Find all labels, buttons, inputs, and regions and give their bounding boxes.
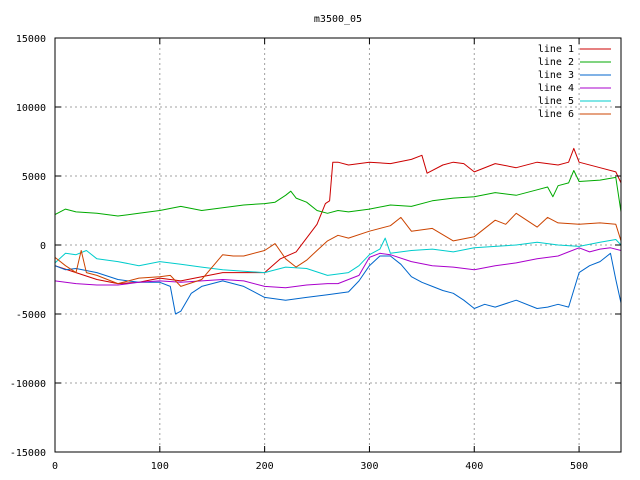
y-tick-label: -10000 bbox=[10, 379, 46, 390]
x-tick-label: 200 bbox=[256, 461, 274, 472]
series-line-6 bbox=[54, 212, 622, 287]
legend-label-2: line 2 bbox=[538, 57, 574, 68]
legend: line 1 line 2 line 3 line 4 line 5 line 6 bbox=[538, 44, 611, 120]
series-lines bbox=[54, 147, 622, 315]
y-tick-label: -15000 bbox=[10, 448, 46, 459]
x-tick-label: 0 bbox=[52, 461, 58, 472]
series-line-3 bbox=[54, 252, 622, 315]
legend-label-4: line 4 bbox=[538, 83, 574, 94]
x-tick-label: 100 bbox=[151, 461, 169, 472]
series-line-1 bbox=[54, 147, 622, 285]
legend-label-5: line 5 bbox=[538, 96, 574, 107]
y-tick-label: 0 bbox=[40, 241, 46, 252]
y-tick-label: -5000 bbox=[16, 310, 46, 321]
legend-label-3: line 3 bbox=[538, 70, 574, 81]
legend-label-6: line 6 bbox=[538, 109, 574, 120]
y-tick-label: 10000 bbox=[16, 103, 46, 114]
chart-title: m3500_05 bbox=[314, 14, 362, 25]
y-tick-label: 15000 bbox=[16, 34, 46, 45]
y-tick-label: 5000 bbox=[22, 172, 46, 183]
x-tick-label: 400 bbox=[465, 461, 483, 472]
x-tick-label: 500 bbox=[570, 461, 588, 472]
legend-label-1: line 1 bbox=[538, 44, 574, 55]
x-tick-label: 300 bbox=[360, 461, 378, 472]
series-line-4 bbox=[54, 247, 622, 289]
series-line-5 bbox=[54, 237, 622, 276]
grid-lines bbox=[55, 38, 621, 452]
series-line-2 bbox=[54, 170, 622, 217]
axis-ticks: 0 100 200 300 400 500 15000 10000 5000 0 -5000 -100… bbox=[10, 34, 621, 472]
